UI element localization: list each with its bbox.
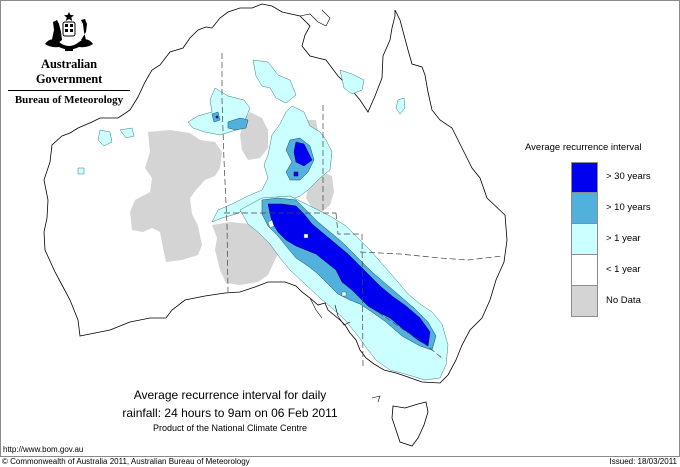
map-legend: Average recurrence interval > 30 years >…: [525, 142, 665, 317]
caption-title-line1: Average recurrence interval for daily: [133, 388, 327, 402]
legend-title: Average recurrence interval: [525, 142, 642, 153]
legend-label: > 1 year: [606, 233, 641, 244]
legend-label: > 30 years: [606, 171, 651, 182]
bureau-name: Bureau of Meteorology: [14, 94, 124, 106]
bom-logo: Australian Government Bureau of Meteorol…: [8, 10, 130, 106]
legend-swatch: [571, 193, 598, 224]
caption-product: Product of the National Climate Centre: [152, 423, 308, 433]
legend-label: > 10 years: [606, 202, 651, 213]
map-caption: Average recurrence interval for daily ra…: [100, 386, 360, 435]
rainfall-gt30-regions: [215, 115, 431, 347]
australia-map: [43, 3, 508, 447]
legend-swatch: [571, 255, 598, 286]
legend-swatch: [571, 286, 598, 317]
coat-of-arms-icon: [45, 12, 93, 51]
issued-date: Issued: 18/03/2011: [609, 457, 677, 466]
coastline-details: [299, 9, 381, 403]
caption-title-line2: rainfall: 24 hours to 9am on 06 Feb 2011: [122, 406, 338, 420]
government-name: Australian Government: [8, 57, 130, 91]
tasmania: [391, 401, 429, 447]
state-borders: [221, 53, 503, 367]
legend-swatch: [571, 162, 598, 193]
legend-label: No Data: [606, 295, 641, 306]
bom-url-link[interactable]: http://www.bom.gov.au: [3, 445, 84, 454]
legend-label: < 1 year: [606, 264, 641, 275]
rainfall-lt1-holes: [267, 219, 347, 297]
copyright-text: © Commonwealth of Australia 2011, Austra…: [2, 457, 250, 466]
legend-swatch: [571, 224, 598, 255]
